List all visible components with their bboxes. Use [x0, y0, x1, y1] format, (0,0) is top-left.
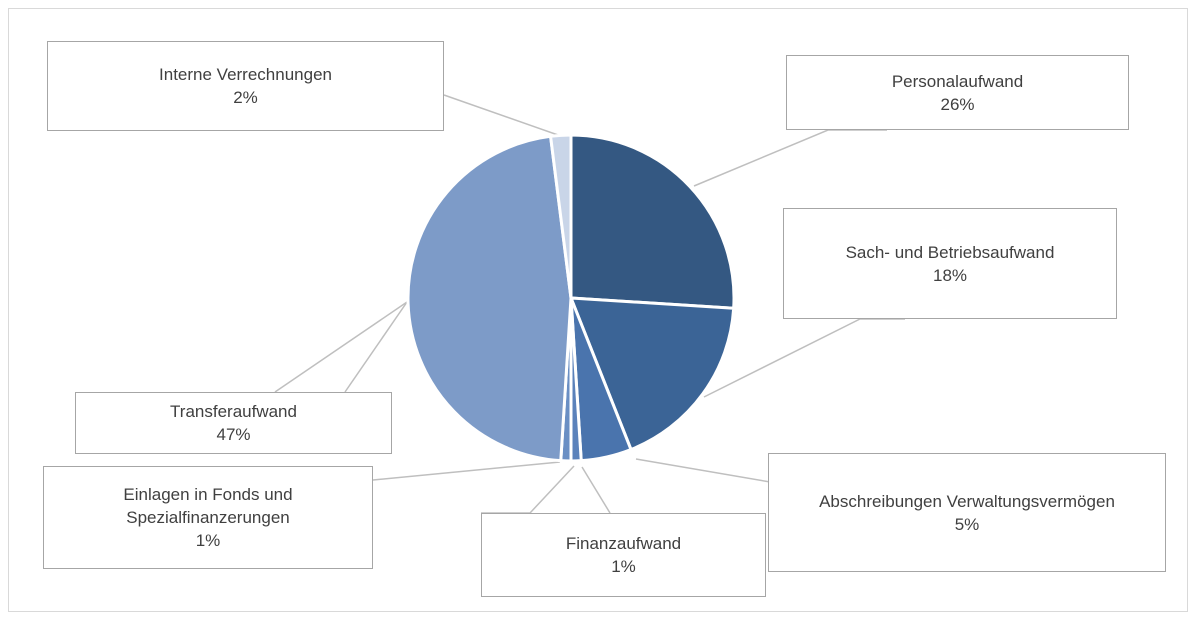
callout-interne-verrechnungen: Interne Verrechnungen 2%: [47, 41, 444, 131]
callout-value: 47%: [216, 425, 251, 444]
pie-slice-transferaufwand: [406, 134, 573, 463]
pie-slice-sach-und-betriebsaufwand: [568, 296, 736, 452]
callout-abschreibungen: Abschreibungen Verwaltungsvermögen 5%: [768, 453, 1166, 572]
callout-value: 5%: [954, 514, 980, 534]
leader-line: [344, 301, 408, 393]
callout-label-part2: Spezialfinanzerungen: [126, 508, 290, 527]
callout-sach-und-betriebsaufwand: Sach- und Betriebsaufwand 18%: [783, 208, 1117, 319]
callout-value: 18%: [932, 265, 968, 285]
callout-value: 2%: [233, 88, 258, 107]
callout-label: Finanzaufwand: [565, 534, 682, 553]
leader-line: [443, 94, 559, 136]
callout-personalaufwand: Personalaufwand 26%: [786, 55, 1129, 130]
callout-label: Interne Verrechnungen: [159, 65, 332, 84]
leader-line: [274, 301, 408, 393]
leader-line: [481, 465, 575, 514]
pie-slices: [406, 133, 736, 463]
callout-einlagen: Einlagen in Fonds und Spezialfinanzerung…: [43, 466, 373, 569]
leader-line: [581, 466, 611, 514]
callout-value: 1%: [195, 531, 221, 550]
leader-line: [703, 318, 905, 398]
callout-label: Transferaufwand: [170, 402, 297, 421]
callout-label-part1: Einlagen in Fonds und: [123, 485, 293, 504]
leader-line: [372, 461, 561, 481]
leader-lines: [274, 94, 905, 514]
callout-value: 1%: [611, 557, 636, 576]
leader-line: [635, 458, 783, 485]
callout-finanzaufwand: Finanzaufwand 1%: [481, 513, 766, 597]
pie-slice-personalaufwand: [569, 133, 736, 310]
pie-slice-interne-verrechnungen: [548, 133, 573, 299]
callout-label: Personalaufwand: [891, 71, 1024, 91]
callout-value: 26%: [940, 94, 975, 114]
callout-transferaufwand: Transferaufwand 47%: [75, 392, 392, 454]
callout-label: Abschreibungen Verwaltungsvermögen: [819, 491, 1115, 511]
callout-label: Sach- und Betriebsaufwand: [845, 242, 1055, 262]
leader-line: [693, 129, 887, 187]
